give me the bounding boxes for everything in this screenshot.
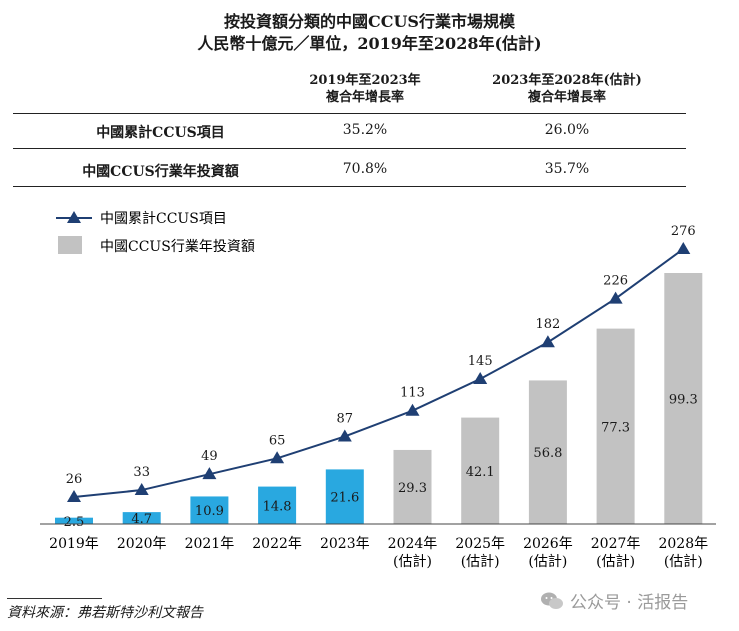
bar-9 xyxy=(664,273,703,524)
bar-value-label: 77.3 xyxy=(601,420,630,435)
bar-value-label: 56.8 xyxy=(533,446,562,461)
x-tick-label: 2028年 xyxy=(658,536,708,552)
cagr-header-2-period: 2023年至2028年(估計) xyxy=(492,73,642,88)
bar-value-label: 21.6 xyxy=(330,491,359,506)
line-point-marker xyxy=(67,490,81,502)
chart-subtitle: 人民幣十億元／單位，2019年至2028年(估計) xyxy=(197,34,542,53)
line-value-label: 182 xyxy=(535,317,560,332)
bar-1 xyxy=(122,512,161,524)
bar-4 xyxy=(325,469,364,524)
bar-value-label: 14.8 xyxy=(263,499,292,514)
cagr-header-1: 2019年至2023年 複合年增長率 xyxy=(265,72,465,106)
table-cell-projects-cagr2: 26.0% xyxy=(544,122,590,138)
table-row-label-investment: 中國CCUS行業年投資額 xyxy=(82,164,239,180)
table-rule-bottom xyxy=(13,186,686,187)
line-value-label: 49 xyxy=(201,449,218,464)
legend: 中國累計CCUS項目 中國CCUS行業年投資額 xyxy=(56,211,255,255)
legend-line-label: 中國累計CCUS項目 xyxy=(100,211,227,227)
bar-3 xyxy=(258,486,297,524)
line-value-label: 276 xyxy=(671,224,696,239)
bar-6 xyxy=(461,417,500,524)
x-tick-label: 2023年 xyxy=(320,536,370,552)
table-cell-investment-cagr1: 70.8% xyxy=(342,161,388,177)
line-point-marker xyxy=(676,242,691,254)
line-value-label: 145 xyxy=(468,354,493,369)
cagr-header-1-label: 複合年增長率 xyxy=(325,90,404,105)
bar-value-label: 10.9 xyxy=(195,504,224,519)
x-tick-label: 2027年 xyxy=(591,536,641,552)
line-point-marker xyxy=(405,403,420,416)
bar-7 xyxy=(528,380,567,524)
x-tick-sublabel: (估計) xyxy=(461,554,500,570)
watermark: 公众号 · 活报告 xyxy=(540,588,688,613)
x-tick-sublabel: (估計) xyxy=(393,554,432,570)
x-tick-label: 2024年 xyxy=(388,536,438,552)
source-divider xyxy=(7,598,102,599)
line-point-marker xyxy=(473,371,488,384)
bar-5 xyxy=(393,449,432,524)
bar-2 xyxy=(190,496,229,524)
x-tick-sublabel: (估計) xyxy=(596,554,635,570)
chart-title: 按投資額分類的中國CCUS行業市場規模 xyxy=(224,12,515,31)
line-value-label: 226 xyxy=(603,274,628,289)
line-point-marker xyxy=(134,483,149,496)
x-tick-label: 2022年 xyxy=(252,536,302,552)
table-rule-top xyxy=(13,113,686,114)
x-tick-label: 2026年 xyxy=(523,536,573,552)
bar-8 xyxy=(596,328,635,524)
table-rule-mid xyxy=(13,148,686,149)
line-projects xyxy=(73,248,684,498)
watermark-text: 公众号 · 活报告 xyxy=(570,593,689,613)
line-point-marker xyxy=(337,429,352,442)
bar-0 xyxy=(55,517,93,524)
line-point-marker xyxy=(540,335,555,348)
legend-bar-swatch xyxy=(58,236,82,254)
line-value-label: 65 xyxy=(269,433,286,448)
line-point-marker xyxy=(202,467,217,480)
x-tick-label: 2019年 xyxy=(49,536,99,552)
table-row-label-projects: 中國累計CCUS項目 xyxy=(96,125,225,141)
cagr-header-2: 2023年至2028年(估計) 複合年增長率 xyxy=(467,72,667,106)
bar-value-label: 2.5 xyxy=(64,515,85,530)
line-value-label: 113 xyxy=(400,386,425,401)
x-tick-label: 2021年 xyxy=(185,536,235,552)
x-tick-label: 2025年 xyxy=(455,536,505,552)
bar-value-label: 99.3 xyxy=(669,393,698,408)
legend-bar-label: 中國CCUS行業年投資額 xyxy=(100,239,255,255)
cagr-header-2-label: 複合年增長率 xyxy=(527,90,606,105)
wechat-icon xyxy=(541,592,563,609)
source-note: 資料來源：弗若斯特沙利文報告 xyxy=(7,605,203,621)
line-point-marker xyxy=(608,291,623,304)
line-value-label: 26 xyxy=(66,472,83,487)
table-cell-projects-cagr1: 35.2% xyxy=(342,122,388,138)
line-value-label: 87 xyxy=(337,411,354,426)
table-cell-investment-cagr2: 35.7% xyxy=(544,161,590,177)
bar-value-label: 42.1 xyxy=(466,465,495,480)
legend-triangle-icon xyxy=(67,211,81,223)
bar-value-label: 29.3 xyxy=(398,481,427,496)
x-tick-sublabel: (估計) xyxy=(528,554,567,570)
line-point-marker xyxy=(270,451,285,464)
line-value-label: 33 xyxy=(133,465,150,480)
cagr-header-1-period: 2019年至2023年 xyxy=(309,73,421,88)
x-tick-sublabel: (估計) xyxy=(664,554,703,570)
bar-value-label: 4.7 xyxy=(131,512,152,527)
x-tick-label: 2020年 xyxy=(117,536,167,552)
